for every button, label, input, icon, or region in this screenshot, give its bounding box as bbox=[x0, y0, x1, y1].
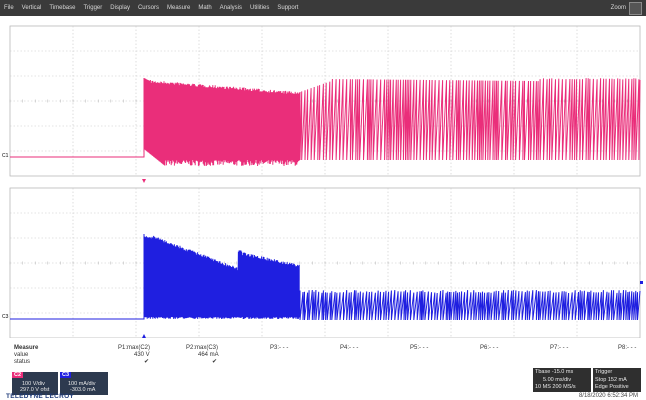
param-p8-name[interactable]: P8:- - - bbox=[618, 345, 637, 351]
timebase-samples: 10 MS 200 MS/s bbox=[535, 384, 576, 390]
channel-c2-descriptor[interactable]: C2 100 V/div 297.0 V ofst bbox=[12, 372, 58, 395]
trigger-slope: Edge Positive bbox=[595, 384, 629, 390]
timebase-offset: Tbase -15.0 ms bbox=[535, 369, 574, 375]
measure-header: Measure bbox=[14, 345, 39, 351]
c1-trace bbox=[10, 78, 641, 167]
param-p4-name[interactable]: P4:- - - bbox=[340, 345, 359, 351]
menu-display[interactable]: Display bbox=[110, 5, 130, 11]
menu-bar: File Vertical Timebase Trigger Display C… bbox=[0, 0, 646, 16]
c3-level-marker[interactable]: C3 bbox=[2, 314, 9, 320]
menu-trigger[interactable]: Trigger bbox=[83, 5, 103, 11]
menu-file[interactable]: File bbox=[4, 5, 14, 11]
channel-c3-scale: 100 mA/div bbox=[68, 381, 96, 387]
param-p3-name[interactable]: P3:- - - bbox=[270, 345, 289, 351]
trigger-label: Trigger bbox=[595, 369, 613, 375]
menu-utilities[interactable]: Utilities bbox=[250, 5, 270, 11]
channel-markers: C1 C3 bbox=[2, 153, 643, 338]
zoom-label: Zoom bbox=[610, 5, 626, 11]
param-p1-name[interactable]: P1:max(C2) bbox=[118, 345, 151, 351]
param-p2-value: 464 mA bbox=[198, 352, 219, 358]
zoom-button[interactable]: Zoom bbox=[610, 1, 642, 15]
c1-level-marker[interactable]: C1 bbox=[2, 153, 9, 159]
c3-trace bbox=[10, 234, 641, 321]
menu-timebase[interactable]: Timebase bbox=[49, 5, 76, 11]
measure-status-label: status bbox=[14, 359, 31, 365]
menu-analysis[interactable]: Analysis bbox=[219, 5, 243, 11]
param-p6-name[interactable]: P6:- - - bbox=[480, 345, 499, 351]
zoom-icon bbox=[629, 1, 642, 15]
channel-c3-tag: C3 bbox=[60, 372, 72, 378]
timebase-scale: 5.00 ms/div bbox=[543, 377, 572, 383]
channel-c2-scale: 100 V/div bbox=[22, 381, 45, 387]
menu-support[interactable]: Support bbox=[277, 5, 299, 11]
channel-c2-offset: 297.0 V ofst bbox=[20, 387, 50, 393]
menu-measure[interactable]: Measure bbox=[166, 5, 191, 11]
menu-math[interactable]: Math bbox=[198, 5, 212, 11]
measure-value-label: value bbox=[14, 352, 29, 358]
trigger-marker-bottom[interactable] bbox=[142, 334, 146, 338]
param-p1-status: ✔ bbox=[144, 359, 150, 365]
param-p2-status: ✔ bbox=[212, 359, 218, 365]
channel-c3-offset: -303.0 mA bbox=[70, 387, 96, 393]
waveform-display: C1 C3 bbox=[2, 25, 643, 338]
param-p7-name[interactable]: P7:- - - bbox=[550, 345, 569, 351]
menu-vertical[interactable]: Vertical bbox=[21, 5, 42, 11]
timestamp: 8/18/2020 6:52:34 PM bbox=[578, 393, 638, 399]
channel-c2-tag: C2 bbox=[12, 372, 24, 378]
param-p5-name[interactable]: P5:- - - bbox=[410, 345, 429, 351]
channel-c3-descriptor[interactable]: C3 100 mA/div -303.0 mA bbox=[60, 372, 108, 395]
trigger-descriptor[interactable]: Trigger Stop 152 mA Edge Positive bbox=[593, 368, 641, 392]
timebase-descriptor[interactable]: Tbase -15.0 ms 5.00 ms/div 10 MS 200 MS/… bbox=[533, 368, 591, 392]
upper-grid bbox=[9, 25, 641, 177]
trigger-level: Stop 152 mA bbox=[595, 377, 627, 383]
brand-logo: TELEDYNE LECROY bbox=[6, 393, 75, 400]
trigger-marker-top[interactable] bbox=[142, 179, 146, 183]
menu-cursors[interactable]: Cursors bbox=[137, 5, 159, 11]
param-p1-value: 430 V bbox=[134, 352, 150, 358]
param-p2-name[interactable]: P2:max(C3) bbox=[186, 345, 219, 351]
right-edge-marker[interactable] bbox=[640, 281, 643, 284]
lower-grid bbox=[9, 187, 641, 338]
